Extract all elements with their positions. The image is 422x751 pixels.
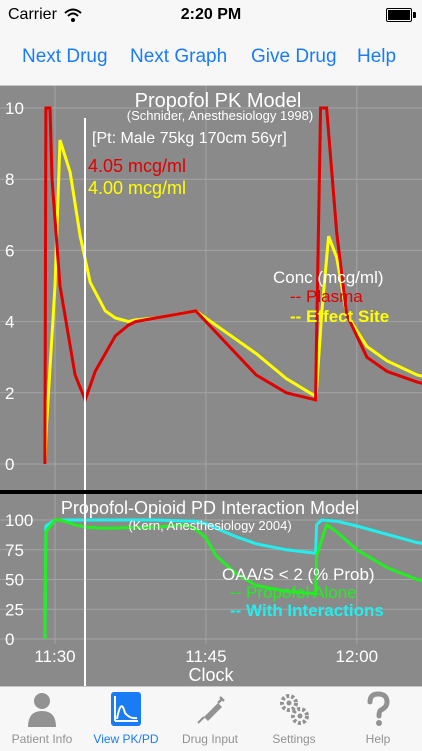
- chart-icon: [111, 692, 141, 726]
- pd-legend-title: OAA/S < 2 (% Prob): [222, 565, 375, 584]
- tab-label: Help: [365, 732, 391, 746]
- effect-site-readout: 4.00 mcg/ml: [88, 178, 186, 198]
- y-tick-label: 0: [5, 630, 14, 649]
- tab-label: Drug Input: [181, 732, 239, 746]
- y-tick-label: 8: [5, 170, 14, 189]
- status-time: 2:20 PM: [180, 6, 242, 23]
- tab-bar: Patient Info View PK/PD Drug Input Setti…: [0, 686, 422, 751]
- y-tick-label: 4: [5, 313, 14, 332]
- x-tick-label: 12:00: [336, 647, 379, 666]
- question-icon: [367, 691, 390, 726]
- pk-chart[interactable]: 0 2 4 6 8 10 Propofol PK Model (Schnider, Ane…: [0, 86, 422, 490]
- syringe-icon: [197, 696, 225, 724]
- battery-tip-icon: [413, 12, 416, 18]
- x-tick-label: 11:30: [34, 647, 75, 666]
- y-tick-label: 25: [5, 600, 24, 619]
- pd-chart-subtitle: (Kern, Anesthesiology 2004): [128, 518, 291, 533]
- tab-settings[interactable]: Settings: [252, 687, 336, 751]
- pk-legend-effect-site: -- Effect Site: [290, 307, 389, 326]
- y-tick-label: 100: [5, 511, 33, 530]
- pd-legend-with-interactions: -- With Interactions: [230, 601, 384, 620]
- tab-label: View PK/PD: [93, 732, 159, 746]
- tab-view-pkpd[interactable]: View PK/PD: [84, 687, 168, 751]
- propofol-alone-series-line: [43, 518, 422, 640]
- pk-chart-title: Propofol PK Model: [135, 90, 302, 112]
- plasma-series-line: [43, 106, 422, 465]
- next-drug-button[interactable]: Next Drug: [22, 46, 108, 67]
- y-tick-label: 75: [5, 541, 24, 560]
- pk-chart-subtitle: (Schnider, Anesthesiology 1998): [127, 108, 313, 123]
- x-axis-title: Clock: [188, 665, 234, 685]
- gears-icon: [280, 694, 309, 725]
- toolbar: Next Drug Next Graph Give Drug Help: [0, 30, 422, 86]
- next-graph-button[interactable]: Next Graph: [130, 46, 228, 67]
- y-tick-label: 50: [5, 571, 24, 590]
- pk-legend-plasma: -- Plasma: [290, 287, 363, 306]
- plasma-readout: 4.05 mcg/ml: [88, 156, 186, 176]
- person-icon: [28, 693, 56, 727]
- status-bar: Carrier 2:20 PM: [0, 0, 422, 30]
- tab-patient-info[interactable]: Patient Info: [0, 687, 84, 751]
- carrier-label: Carrier: [8, 6, 57, 23]
- tab-label: Settings: [272, 732, 316, 746]
- y-tick-label: 6: [5, 241, 14, 260]
- with-interactions-series-line: [43, 518, 422, 640]
- tab-drug-input[interactable]: Drug Input: [168, 687, 252, 751]
- y-tick-label: 10: [5, 99, 24, 118]
- pd-chart-title: Propofol-Opioid PD Interaction Model: [61, 498, 359, 518]
- wifi-icon: [64, 8, 82, 22]
- battery-icon: [386, 8, 412, 22]
- tab-help[interactable]: Help: [336, 687, 420, 751]
- give-drug-button[interactable]: Give Drug: [251, 46, 337, 67]
- patient-summary: [Pt: Male 75kg 170cm 56yr]: [92, 130, 287, 147]
- help-button[interactable]: Help: [357, 46, 397, 67]
- y-tick-label: 2: [5, 384, 14, 403]
- pk-legend-title: Conc (mcg/ml): [273, 268, 384, 287]
- pd-legend-propofol-alone: -- Propofol Alone: [230, 583, 357, 602]
- y-tick-label: 0: [5, 455, 14, 474]
- tab-label: Patient Info: [11, 732, 73, 746]
- effect-site-series-line: [43, 139, 422, 465]
- x-tick-label: 11:45: [185, 647, 226, 666]
- pd-chart[interactable]: 0 25 50 75 100 Propofol-Opioid PD Interactio…: [0, 494, 422, 686]
